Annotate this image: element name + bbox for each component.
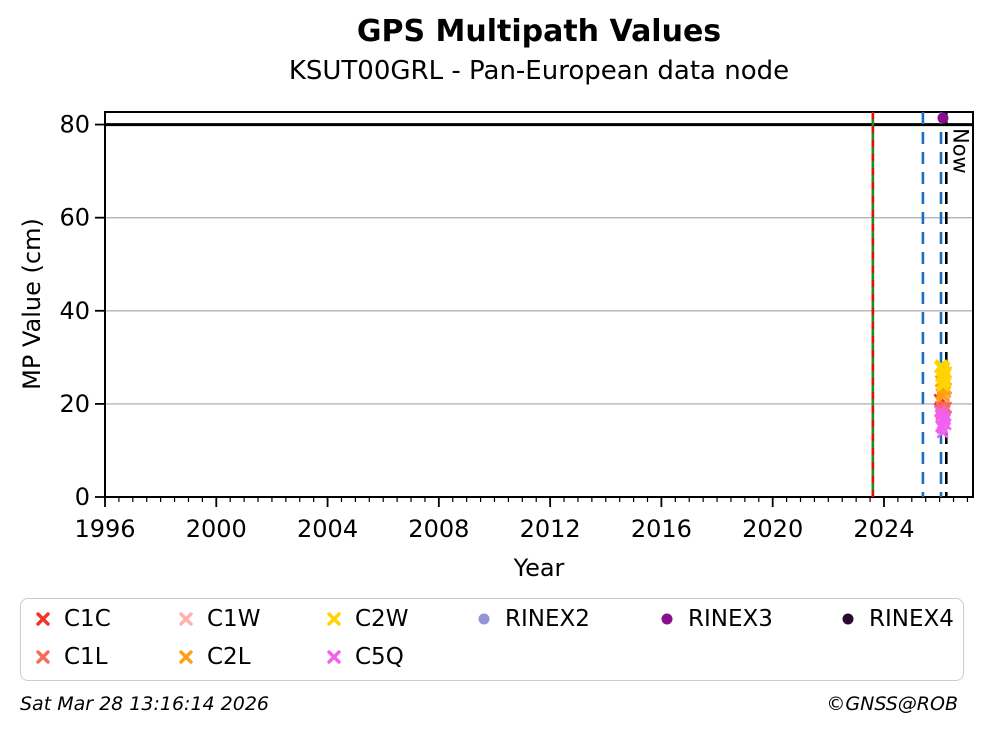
y-tick-label-80: 80 [59,111,90,139]
x-tick-label-1996: 1996 [74,515,135,543]
legend-label-c2l: C2L [207,644,251,670]
plot-timestamp: Sat Mar 28 13:16:14 2026 [20,693,270,715]
y-tick-label-60: 60 [59,204,90,232]
legend-item-rinex4: RINEX4 [839,606,954,632]
rinex4-marker-icon [842,613,854,625]
plot-area: Now 1996 2000 2004 2008 2012 2016 2020 2024 0 20 40… [59,111,974,543]
c2w-marker-icon [327,612,341,626]
legend-label-c5q: C5Q [355,644,404,670]
point-C2W [940,366,953,379]
rinex2-marker-icon [478,613,490,625]
series-C5Q [934,405,952,439]
legend-item-c1l: C1L [34,644,108,670]
y-axis-label: MP Value (cm) [18,218,46,390]
now-label: Now [948,128,972,174]
legend-item-c1c: C1C [34,606,111,632]
legend-label-rinex4: RINEX4 [869,606,954,632]
c1l-marker-icon [36,650,50,664]
y-tick-label-0: 0 [75,483,90,511]
legend-item-rinex3: RINEX3 [658,606,773,632]
plot-border [104,111,974,498]
x-tick-label-2008: 2008 [408,515,469,543]
legend-item-c2l: C2L [177,644,251,670]
x-tick-label-2016: 2016 [631,515,692,543]
x-tick-label-2012: 2012 [520,515,581,543]
legend-label-rinex3: RINEX3 [688,606,773,632]
x-tick-label-2024: 2024 [853,515,914,543]
point-C5Q [939,413,951,426]
legend-label-c1c: C1C [64,606,111,632]
series-RINEX3 [937,112,949,124]
legend-label-rinex2: RINEX2 [505,606,590,632]
legend-item-c5q: C5Q [325,644,404,670]
legend-item-rinex2: RINEX2 [475,606,590,632]
legend-label-c1l: C1L [64,644,108,670]
chart-subtitle: KSUT00GRL - Pan-European data node [288,56,790,86]
c5q-marker-icon [327,650,341,664]
x-tick-label-2020: 2020 [742,515,803,543]
legend-label-c1w: C1W [207,606,261,632]
c1w-marker-icon [179,612,193,626]
c2l-marker-icon [179,650,193,664]
x-tick-label-2000: 2000 [186,515,247,543]
x-tick-label-2004: 2004 [297,515,358,543]
legend-label-c2w: C2W [355,606,409,632]
c1c-marker-icon [36,612,50,626]
legend-item-c2w: C2W [325,606,409,632]
rinex3-marker-icon [661,613,673,625]
x-axis-label: Year [513,554,565,582]
copyright-label: ©GNSS@ROB [826,693,958,715]
series-C2W [934,359,953,392]
chart-title: GPS Multipath Values [356,14,722,49]
y-tick-label-40: 40 [59,297,90,325]
y-tick-label-20: 20 [59,390,90,418]
legend-item-c1w: C1W [177,606,261,632]
legend: C1C C1L C1W C2L C2W C5Q RINEX2 RINEX3 RINEX4 [20,598,964,681]
point-RINEX3 [937,112,949,124]
point-C2W [939,377,951,389]
point-C5Q [936,426,949,439]
